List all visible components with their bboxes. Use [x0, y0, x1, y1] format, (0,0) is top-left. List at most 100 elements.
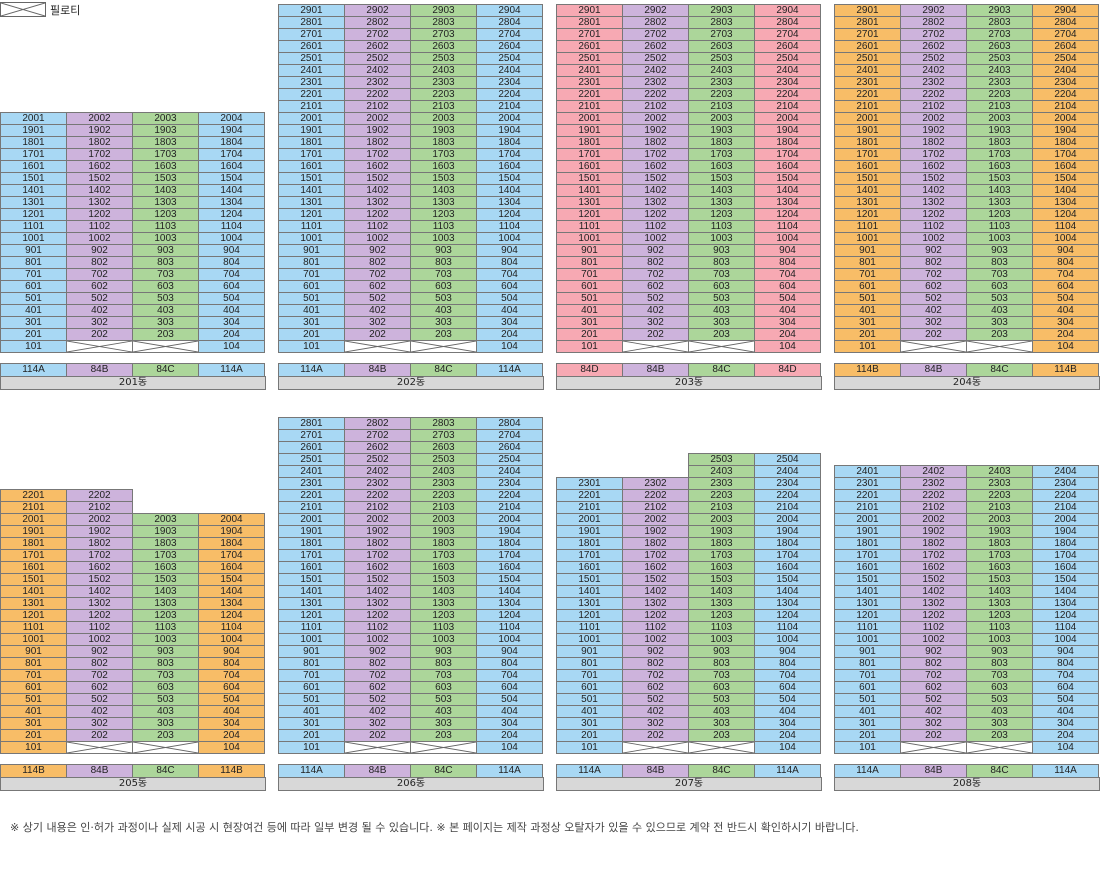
- floor-row: 901 902 903 904: [0, 645, 265, 658]
- floor-row: 2101 2102 2103 2104: [278, 501, 543, 514]
- unit-cell: 101: [834, 340, 901, 353]
- piloti-cell: [410, 340, 477, 353]
- unit-type-label: 84C: [688, 764, 755, 778]
- floor-row: 1001 1002 1003 1004: [834, 633, 1099, 646]
- floor-row: 201 202 203 204: [556, 729, 821, 742]
- floor-row: 401 402 403 404: [0, 304, 265, 317]
- legend: 필로티: [0, 2, 80, 17]
- unit-cell: 104: [1032, 741, 1099, 754]
- floor-row: 1601 1602 1603 1604: [834, 561, 1099, 574]
- unit-type-label: 114A: [278, 764, 345, 778]
- floor-row: 1801 1802 1803 1804: [556, 136, 821, 149]
- building-1: 2901 2902 2903 2904 2801 2802 2803 2804 2701 2702…: [278, 4, 544, 390]
- floor-row: 501 502 503 504: [556, 693, 821, 706]
- unit-type-label: 84B: [344, 363, 411, 377]
- floor-row: 1901 1902 1903 1904: [0, 525, 265, 538]
- building-5: 2801 2802 2803 2804 2701 2702 2703 2704 2601 2602…: [278, 417, 544, 791]
- floor-row: 1701 1702 1703 1704: [556, 549, 821, 562]
- floor-row: 2301 2302 2303 2304: [556, 477, 821, 490]
- floor-row: 101 104: [278, 340, 543, 353]
- floor-row: 1701 1702 1703 1704: [834, 549, 1099, 562]
- floor-row: 2101 2102 2103 2104: [278, 100, 543, 113]
- floor-row: 301 302 303 304: [834, 316, 1099, 329]
- building-7: 2401 2402 2403 2404 2301 2302 2303 2304 2201 2202…: [834, 465, 1100, 791]
- floor-row: 1601 1602 1603 1604: [834, 160, 1099, 173]
- floor-row: 101 104: [834, 741, 1099, 754]
- floor-row: 2201 2202 2203 2204: [556, 489, 821, 502]
- floor-row: 1501 1502 1503 1504: [278, 172, 543, 185]
- floor-row: 2201 2202 2203 2204: [834, 489, 1099, 502]
- floor-row: 1901 1902 1903 1904: [0, 124, 265, 137]
- floor-row: 1301 1302 1303 1304: [278, 196, 543, 209]
- floor-row: 2101 2102: [0, 501, 264, 514]
- floor-row: 1601 1602 1603 1604: [0, 561, 265, 574]
- floor-row: 901 902 903 904: [834, 645, 1099, 658]
- floor-row: 1301 1302 1303 1304: [278, 597, 543, 610]
- floor-row: 2601 2602 2603 2604: [278, 441, 543, 454]
- unit-type-label: 114B: [0, 764, 67, 778]
- floor-row: 2101 2102 2103 2104: [834, 100, 1099, 113]
- unit-cell: 104: [476, 340, 543, 353]
- floor-row: 1101 1102 1103 1104: [834, 220, 1099, 233]
- floor-row: 1801 1802 1803 1804: [834, 537, 1099, 550]
- floor-row: 2501 2502 2503 2504: [278, 453, 543, 466]
- floor-row: 1201 1202 1203 1204: [556, 609, 821, 622]
- floor-row: 601 602 603 604: [278, 280, 543, 293]
- unit-type-label: 114B: [1032, 363, 1099, 377]
- floor-row: 401 402 403 404: [278, 304, 543, 317]
- floor-row: 201 202 203 204: [0, 729, 265, 742]
- floor-row: 2201 2202: [0, 489, 264, 502]
- floor-row: 1401 1402 1403 1404: [0, 585, 265, 598]
- floor-row: 2101 2102 2103 2104: [556, 501, 821, 514]
- floor-row: 2001 2002 2003 2004: [556, 513, 821, 526]
- floor-row: 1601 1602 1603 1604: [278, 160, 543, 173]
- unit-cell: 104: [198, 340, 265, 353]
- unit-type-label: 84C: [966, 363, 1033, 377]
- building-4: 2201 2202 2101 2102 2001 2002 2003 2004 1901 1902…: [0, 489, 266, 791]
- floor-row: 601 602 603 604: [834, 280, 1099, 293]
- unit-type-label: 84D: [556, 363, 623, 377]
- floor-row: 401 402 403 404: [834, 304, 1099, 317]
- floor-row: 101 104: [0, 340, 265, 353]
- floor-row: 501 502 503 504: [556, 292, 821, 305]
- building-name-label: 202동: [278, 376, 544, 390]
- piloti-cell: [622, 340, 689, 353]
- floor-row: 1601 1602 1603 1604: [556, 561, 821, 574]
- floor-row: 601 602 603 604: [0, 280, 265, 293]
- floor-row: 2701 2702 2703 2704: [278, 28, 543, 41]
- floor-row: 1101 1102 1103 1104: [278, 220, 543, 233]
- floor-row: 1201 1202 1203 1204: [834, 208, 1099, 221]
- unit-cell: 1904: [1032, 525, 1099, 538]
- floor-row: 901 902 903 904: [278, 244, 543, 257]
- floor-row: 2201 2202 2203 2204: [278, 489, 543, 502]
- floor-row: 2301 2302 2303 2304: [556, 76, 821, 89]
- floor-row: 2201 2202 2203 2204: [556, 88, 821, 101]
- building-name-label: 206동: [278, 777, 544, 791]
- piloti-cell: [344, 741, 411, 754]
- unit-type-label: 114A: [198, 363, 265, 377]
- floor-row: 1301 1302 1303 1304: [0, 196, 265, 209]
- floor-row: 2901 2902 2903 2904: [278, 4, 543, 17]
- floor-row: 501 502 503 504: [834, 292, 1099, 305]
- piloti-cell: [966, 741, 1033, 754]
- unit-type-row: 114B 84B 84C 114B: [0, 764, 265, 778]
- unit-cell: 1904: [198, 525, 265, 538]
- unit-type-label: 84D: [754, 363, 821, 377]
- floor-row: 1501 1502 1503 1504: [0, 172, 265, 185]
- piloti-cell: [900, 340, 967, 353]
- floor-row: 701 702 703 704: [278, 669, 543, 682]
- unit-type-label: 114A: [1032, 764, 1099, 778]
- floor-row: 401 402 403 404: [278, 705, 543, 718]
- unit-cell: 101: [556, 741, 623, 754]
- floor-row: 101 104: [556, 340, 821, 353]
- unit-type-row: 114A 84B 84C 114A: [0, 363, 265, 377]
- building-6: 2503 2504 2403 2404 2301 2302 2303 2304 2201 2202…: [556, 453, 822, 791]
- piloti-cell: [622, 741, 689, 754]
- piloti-cell: [688, 741, 755, 754]
- unit-type-label: 84B: [344, 764, 411, 778]
- floor-row: 501 502 503 504: [834, 693, 1099, 706]
- floor-row: 301 302 303 304: [0, 717, 265, 730]
- floor-row: 601 602 603 604: [834, 681, 1099, 694]
- floor-row: 301 302 303 304: [0, 316, 265, 329]
- floor-row: 2401 2402 2403 2404: [834, 465, 1099, 478]
